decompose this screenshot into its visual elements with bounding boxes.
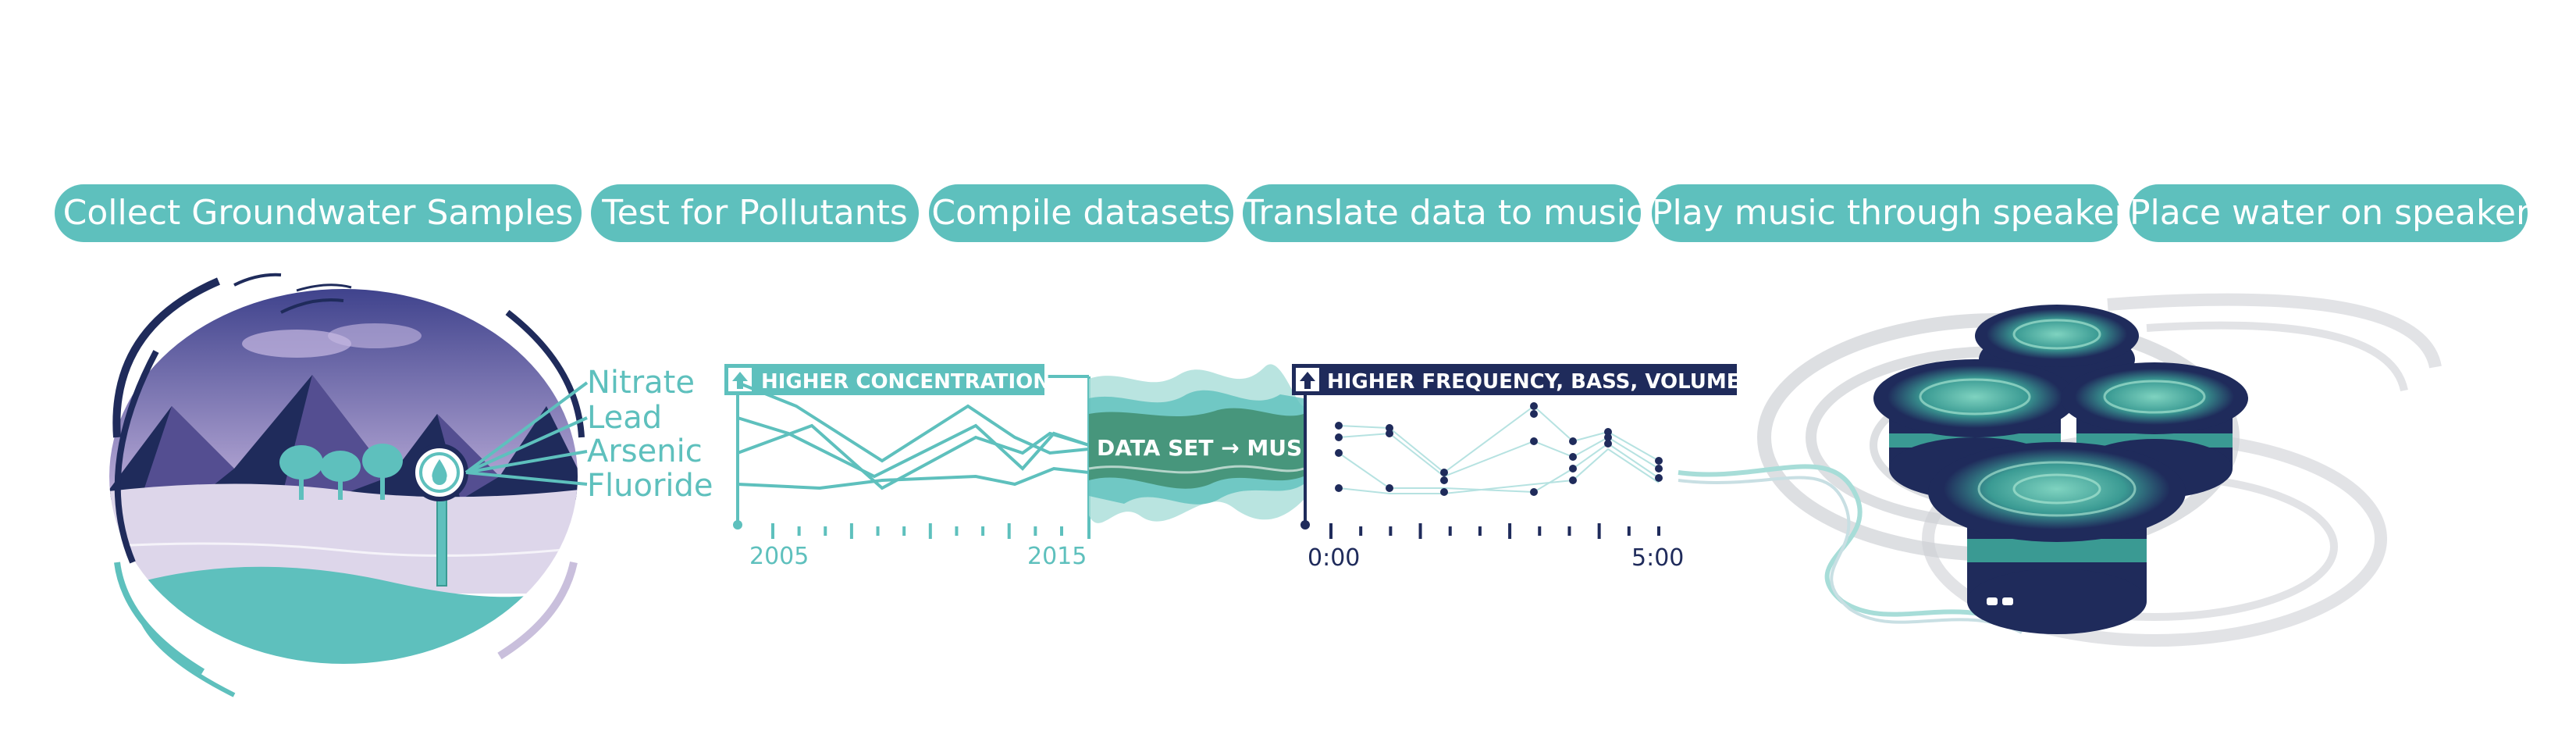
concentration-badge-label: HIGHER CONCENTRATION bbox=[761, 370, 1050, 394]
speaker-top bbox=[1975, 305, 2139, 390]
music-badge: HIGHER FREQUENCY, BASS, VOLUME bbox=[1292, 364, 1740, 395]
pollutant-nitrate: Nitrate bbox=[587, 365, 695, 401]
arrow-up-icon bbox=[1300, 372, 1315, 389]
groundwater-landscape bbox=[109, 273, 585, 697]
step-translate-music: Translate data to music bbox=[1243, 184, 1645, 242]
speaker-cable bbox=[1678, 464, 2023, 634]
process-steps: Collect Groundwater Samples Test for Pol… bbox=[0, 0, 2576, 250]
concentration-x-end: 2015 bbox=[1027, 543, 1087, 570]
conversion-label: DATA SET → MUSIC bbox=[1097, 435, 1326, 461]
pollutant-lead: Lead bbox=[587, 400, 662, 436]
pollutant-labels: Nitrate Lead Arsenic Fluoride bbox=[587, 365, 713, 504]
speaker-front bbox=[1928, 442, 2186, 634]
music-chart: HIGHER FREQUENCY, BASS, VOLUME 0:00 5:00 bbox=[1292, 364, 1740, 572]
music-t-start: 0:00 bbox=[1308, 544, 1360, 572]
concentration-ticks bbox=[771, 523, 1063, 539]
trees bbox=[279, 444, 403, 500]
water-drop-icon bbox=[411, 444, 468, 501]
arrow-up-icon bbox=[732, 372, 748, 389]
pollutant-connectors bbox=[464, 381, 589, 486]
data-to-music-waveform: DATA SET → MUSIC bbox=[1088, 364, 1326, 523]
music-t-end: 5:00 bbox=[1631, 544, 1684, 572]
concentration-x-start: 2005 bbox=[749, 543, 809, 570]
speaker-cluster bbox=[1873, 305, 2248, 634]
step-test-pollutants: Test for Pollutants bbox=[591, 184, 919, 242]
concentration-chart: HIGHER CONCENTRATION 2005 2015 bbox=[724, 364, 1091, 570]
step-collect-samples: Collect Groundwater Samples bbox=[55, 184, 582, 242]
music-badge-label: HIGHER FREQUENCY, BASS, VOLUME bbox=[1327, 370, 1740, 394]
music-notes bbox=[1335, 402, 1663, 496]
step-place-water: Place water on speaker bbox=[2129, 184, 2530, 242]
step-compile-datasets: Compile datasets bbox=[929, 184, 1233, 242]
pollutant-arsenic: Arsenic bbox=[587, 433, 703, 469]
concentration-badge: HIGHER CONCENTRATION bbox=[724, 364, 1050, 395]
step-play-music: Play music through speaker bbox=[1652, 184, 2129, 242]
music-ticks bbox=[1329, 523, 1660, 539]
pollutant-fluoride: Fluoride bbox=[587, 468, 713, 504]
